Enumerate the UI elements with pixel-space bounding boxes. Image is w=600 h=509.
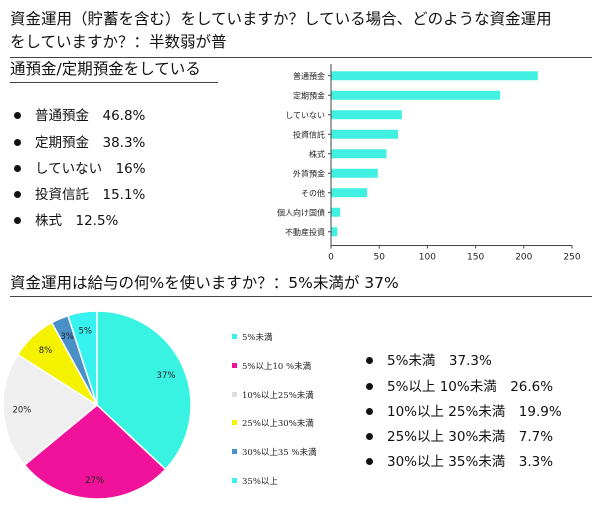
legend-item: 5%未満 <box>232 331 273 343</box>
legend-swatch <box>232 420 237 425</box>
list-item: 10%以上 25%未満 19.9% <box>366 400 562 420</box>
bar <box>331 71 538 81</box>
pie-slice <box>96 310 192 471</box>
legend-item: 25%以上30%未満 <box>232 417 314 429</box>
pie-slice-label: 20% <box>12 406 31 416</box>
section2-heading: 資金運用は給与の何%を使いますか？：5%未満が 37% <box>10 274 399 292</box>
bar-category-label: 普通預金 <box>293 71 325 81</box>
bullet-text: 普通預金 46.8% <box>35 108 146 124</box>
x-tick-label: 150 <box>467 253 484 261</box>
pie-slice-label: 3% <box>60 332 74 342</box>
bar-category-label: その他 <box>301 188 325 198</box>
pie-slice <box>2 353 99 466</box>
bar-category-label: 不動産投資 <box>285 227 325 237</box>
pie-slice-label: 27% <box>85 476 104 486</box>
x-tick-label: 200 <box>515 253 532 261</box>
x-tick-label: 100 <box>419 253 436 261</box>
bullet-text: 定期預金 38.3% <box>35 135 146 151</box>
legend-swatch <box>232 334 237 339</box>
bullet-text: 25%以上 30%未満 7.7% <box>387 429 554 445</box>
bar <box>331 90 501 100</box>
pie-chart: 37% 27% 20% 8% 3% 5% <box>2 310 192 500</box>
legend-label: 5%未満 <box>242 333 273 343</box>
pie-slice-label: 8% <box>39 346 53 356</box>
bar <box>331 149 387 159</box>
legend-label: 35%以上 <box>242 477 278 487</box>
bar <box>331 207 341 217</box>
bar-category-label: 投資信託 <box>293 129 325 139</box>
list-item: 25%以上 30%未満 7.7% <box>366 425 553 445</box>
bullet-dot <box>366 432 373 440</box>
list-item: 5%未満 37.3% <box>366 349 492 369</box>
legend-label: 5%以上10 %未満 <box>242 362 312 372</box>
bullet-text: 投資信託 15.1% <box>35 187 146 203</box>
legend-swatch <box>232 392 237 397</box>
bullet-dot <box>366 382 373 390</box>
bullet-dot <box>366 356 373 364</box>
bullet-text: 5%未満 37.3% <box>387 353 492 369</box>
bullet-dot <box>14 216 21 224</box>
list-item: 5%以上 10%未満 26.6% <box>366 375 553 395</box>
list-item: していない 16% <box>14 157 146 177</box>
legend-item: 5%以上10 %未満 <box>232 360 311 372</box>
bullet-dot <box>366 407 373 415</box>
bar-category-label: 株式 <box>309 149 325 159</box>
bullet-text: していない 16% <box>35 161 146 177</box>
pie-slice <box>23 404 167 500</box>
bar-category-label: 定期預金 <box>293 90 325 100</box>
legend-swatch <box>232 478 237 483</box>
legend-label: 25%以上30%未満 <box>242 419 314 429</box>
section1-heading-line2: をしていますか？：半数弱が普 <box>10 33 227 51</box>
bullet-dot <box>14 138 21 146</box>
bar-category-label: 個人向け国債 <box>277 207 325 217</box>
pie-slice-label: 37% <box>157 371 176 381</box>
section1-heading-line1: 資金運用（貯蓄を含む）をしていますか？している場合、どのような資金運用 <box>10 10 552 28</box>
bar <box>331 168 378 178</box>
list-item: 株式 12.5% <box>14 209 118 229</box>
section1-heading-line3: 通預金/定期預金をしている <box>10 60 201 78</box>
section1-heading-rule <box>10 57 592 58</box>
x-tick-label: 0 <box>328 253 334 261</box>
bullet-text: 5%以上 10%未満 26.6% <box>387 379 554 395</box>
bar <box>331 188 368 198</box>
legend-item: 30%以上35 %未満 <box>232 446 317 458</box>
legend-item: 35%以上 <box>232 475 278 487</box>
list-item: 30%以上 35%未満 3.3% <box>366 450 553 470</box>
bullet-text: 株式 12.5% <box>35 213 119 229</box>
bullet-text: 10%以上 25%未満 19.9% <box>387 404 562 420</box>
legend-swatch <box>232 449 237 454</box>
pie-slice <box>67 310 98 406</box>
bullet-dot <box>14 190 21 198</box>
bullet-dot <box>14 111 21 119</box>
list-item: 投資信託 15.1% <box>14 183 145 203</box>
bar-category-label: 外貨預金 <box>293 168 325 178</box>
pie-slice-label: 5% <box>78 327 92 337</box>
legend-item: 10%以上25%未満 <box>232 389 314 401</box>
legend-label: 10%以上25%未満 <box>242 391 314 401</box>
bar <box>331 110 402 120</box>
bar <box>331 129 399 139</box>
legend-swatch <box>232 363 237 368</box>
bullet-text: 30%以上 35%未満 3.3% <box>387 454 554 470</box>
bullet-dot <box>366 457 373 465</box>
bar <box>331 227 338 237</box>
x-tick-label: 50 <box>373 253 385 261</box>
list-item: 普通預金 46.8% <box>14 104 145 124</box>
section1-heading-underline <box>10 82 218 83</box>
bullet-dot <box>14 164 21 172</box>
bar-category-label: していない <box>285 111 325 120</box>
legend-label: 30%以上35 %未満 <box>242 448 317 458</box>
list-item: 定期預金 38.3% <box>14 131 145 151</box>
x-tick-label: 250 <box>563 253 580 261</box>
section2-heading-rule <box>10 296 592 297</box>
